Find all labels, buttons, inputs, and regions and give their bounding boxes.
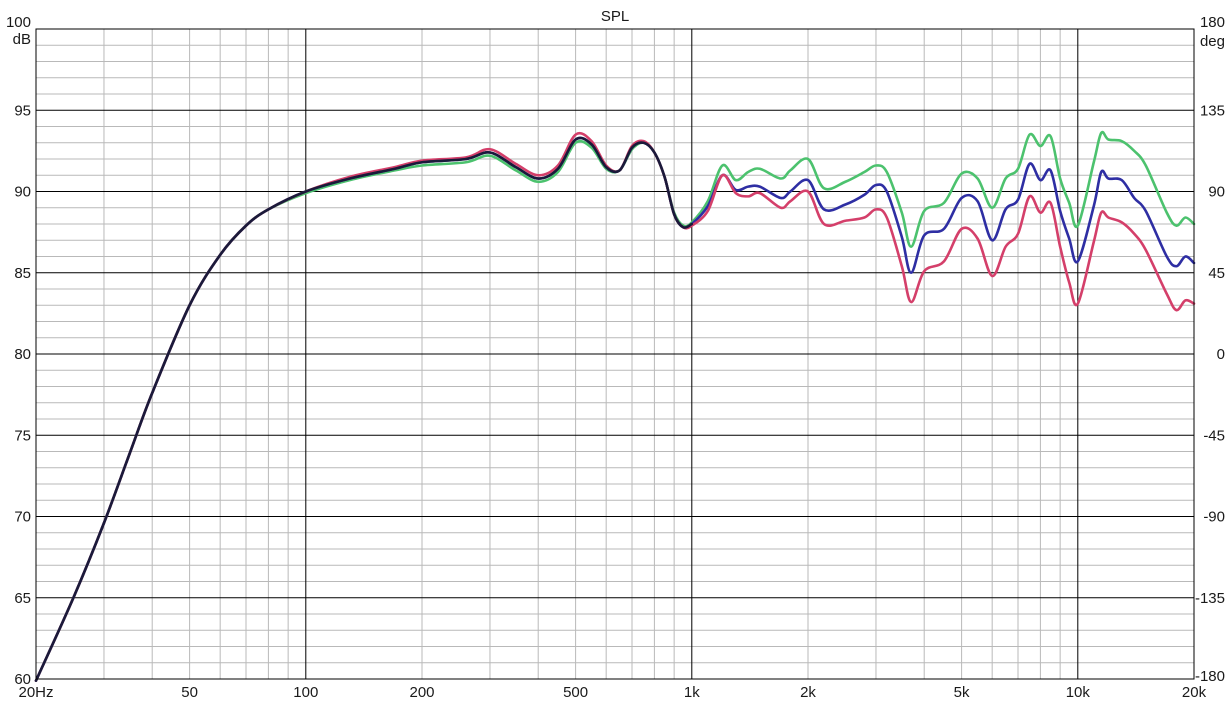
y-tick-label: 80 [14, 346, 31, 363]
y-axis-unit: dB [13, 31, 31, 48]
y2-axis-unit: deg [1200, 33, 1225, 50]
y2-tick-label: -180 [1195, 668, 1225, 685]
y2-tick-label: -90 [1203, 509, 1225, 526]
x-tick-label: 1k [684, 684, 700, 701]
y-tick-label: 85 [14, 265, 31, 282]
y-tick-label: 100 [6, 14, 31, 31]
y2-tick-label: 135 [1200, 102, 1225, 119]
chart-title: SPL [601, 8, 629, 25]
y2-tick-label: 45 [1208, 265, 1225, 282]
plot-frame [35, 28, 1195, 680]
y2-tick-label: -135 [1195, 590, 1225, 607]
x-tick-label: 10k [1066, 684, 1091, 701]
series-layer [34, 130, 1196, 682]
y-tick-label: 75 [14, 427, 31, 444]
y2-tick-label: -45 [1203, 427, 1225, 444]
x-tick-label: 20Hz [18, 684, 53, 701]
y2-tick-label: 90 [1208, 184, 1225, 201]
series-line-4 [34, 136, 694, 682]
x-tick-label: 100 [293, 684, 318, 701]
y-tick-label: 90 [14, 184, 31, 201]
x-tick-label: 2k [800, 684, 816, 701]
y-tick-label: 70 [14, 509, 31, 526]
y2-tick-label: 0 [1217, 346, 1225, 363]
x-tick-label: 5k [954, 684, 970, 701]
y-tick-label: 65 [14, 590, 31, 607]
y-tick-label: 95 [14, 102, 31, 119]
series-line-3 [34, 131, 1196, 682]
x-tick-label: 50 [181, 684, 198, 701]
x-tick-label: 200 [409, 684, 434, 701]
labels-layer: SPL dB deg 20Hz 50 100 200 500 1k 2k 5k 10k 20k 10… [6, 8, 1225, 701]
y-tick-label: 60 [14, 671, 31, 688]
x-tick-label: 500 [563, 684, 588, 701]
x-tick-label: 20k [1182, 684, 1207, 701]
y2-tick-label: 180 [1200, 14, 1225, 31]
series-line-1 [34, 130, 1196, 682]
